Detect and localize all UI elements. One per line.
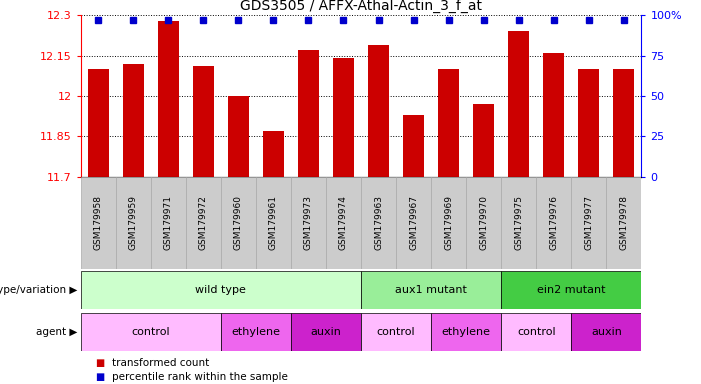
Bar (403, 115, 424, 177)
Bar (81, 271, 361, 309)
Bar (221, 177, 256, 269)
Bar (396, 177, 431, 269)
Text: GSM179975: GSM179975 (515, 195, 523, 250)
Bar (193, 66, 214, 177)
Text: GSM179967: GSM179967 (409, 195, 418, 250)
Bar (326, 177, 361, 269)
Text: control: control (517, 327, 556, 337)
Text: GSM179971: GSM179971 (164, 195, 172, 250)
Bar (88, 69, 109, 177)
Bar (466, 177, 501, 269)
Text: GSM179963: GSM179963 (374, 195, 383, 250)
Bar (291, 177, 326, 269)
Bar (81, 313, 221, 351)
Bar (438, 69, 459, 177)
Bar (571, 177, 606, 269)
Text: control: control (131, 327, 170, 337)
Bar (123, 64, 144, 177)
Bar (613, 69, 634, 177)
Bar (291, 313, 361, 351)
Bar (263, 131, 284, 177)
Bar (606, 177, 641, 269)
Bar (501, 313, 571, 351)
Text: GSM179972: GSM179972 (199, 195, 207, 250)
Text: genotype/variation ▶: genotype/variation ▶ (0, 285, 77, 295)
Text: ■: ■ (95, 358, 104, 368)
Text: GSM179977: GSM179977 (585, 195, 593, 250)
Bar (256, 177, 291, 269)
Bar (501, 271, 641, 309)
Text: auxin: auxin (311, 327, 341, 337)
Text: transformed count: transformed count (112, 358, 210, 368)
Text: auxin: auxin (591, 327, 622, 337)
Title: GDS3505 / AFFX-Athal-Actin_3_f_at: GDS3505 / AFFX-Athal-Actin_3_f_at (240, 0, 482, 13)
Text: GSM179974: GSM179974 (339, 195, 348, 250)
Bar (543, 53, 564, 177)
Text: ■: ■ (95, 372, 104, 382)
Bar (333, 58, 354, 177)
Text: GSM179973: GSM179973 (304, 195, 313, 250)
Text: ein2 mutant: ein2 mutant (537, 285, 606, 295)
Text: GSM179978: GSM179978 (620, 195, 628, 250)
Bar (431, 313, 501, 351)
Bar (151, 177, 186, 269)
Bar (361, 313, 431, 351)
Bar (473, 104, 494, 177)
Text: control: control (376, 327, 416, 337)
Text: GSM179959: GSM179959 (129, 195, 137, 250)
Text: GSM179961: GSM179961 (269, 195, 278, 250)
Bar (116, 177, 151, 269)
Bar (361, 177, 396, 269)
Bar (431, 177, 466, 269)
Bar (508, 31, 529, 177)
Text: ethylene: ethylene (231, 327, 280, 337)
Bar (221, 313, 291, 351)
Bar (298, 50, 319, 177)
Text: GSM179960: GSM179960 (234, 195, 243, 250)
Text: wild type: wild type (196, 285, 246, 295)
Bar (571, 313, 641, 351)
Text: GSM179958: GSM179958 (94, 195, 102, 250)
Text: aux1 mutant: aux1 mutant (395, 285, 467, 295)
Text: ethylene: ethylene (442, 327, 491, 337)
Bar (536, 177, 571, 269)
Text: GSM179969: GSM179969 (444, 195, 453, 250)
Bar (158, 21, 179, 177)
Bar (501, 177, 536, 269)
Text: GSM179970: GSM179970 (479, 195, 488, 250)
Bar (186, 177, 221, 269)
Bar (578, 69, 599, 177)
Text: percentile rank within the sample: percentile rank within the sample (112, 372, 288, 382)
Bar (228, 96, 249, 177)
Bar (368, 45, 389, 177)
Text: agent ▶: agent ▶ (36, 327, 77, 337)
Bar (81, 177, 116, 269)
Bar (361, 271, 501, 309)
Text: GSM179976: GSM179976 (550, 195, 558, 250)
